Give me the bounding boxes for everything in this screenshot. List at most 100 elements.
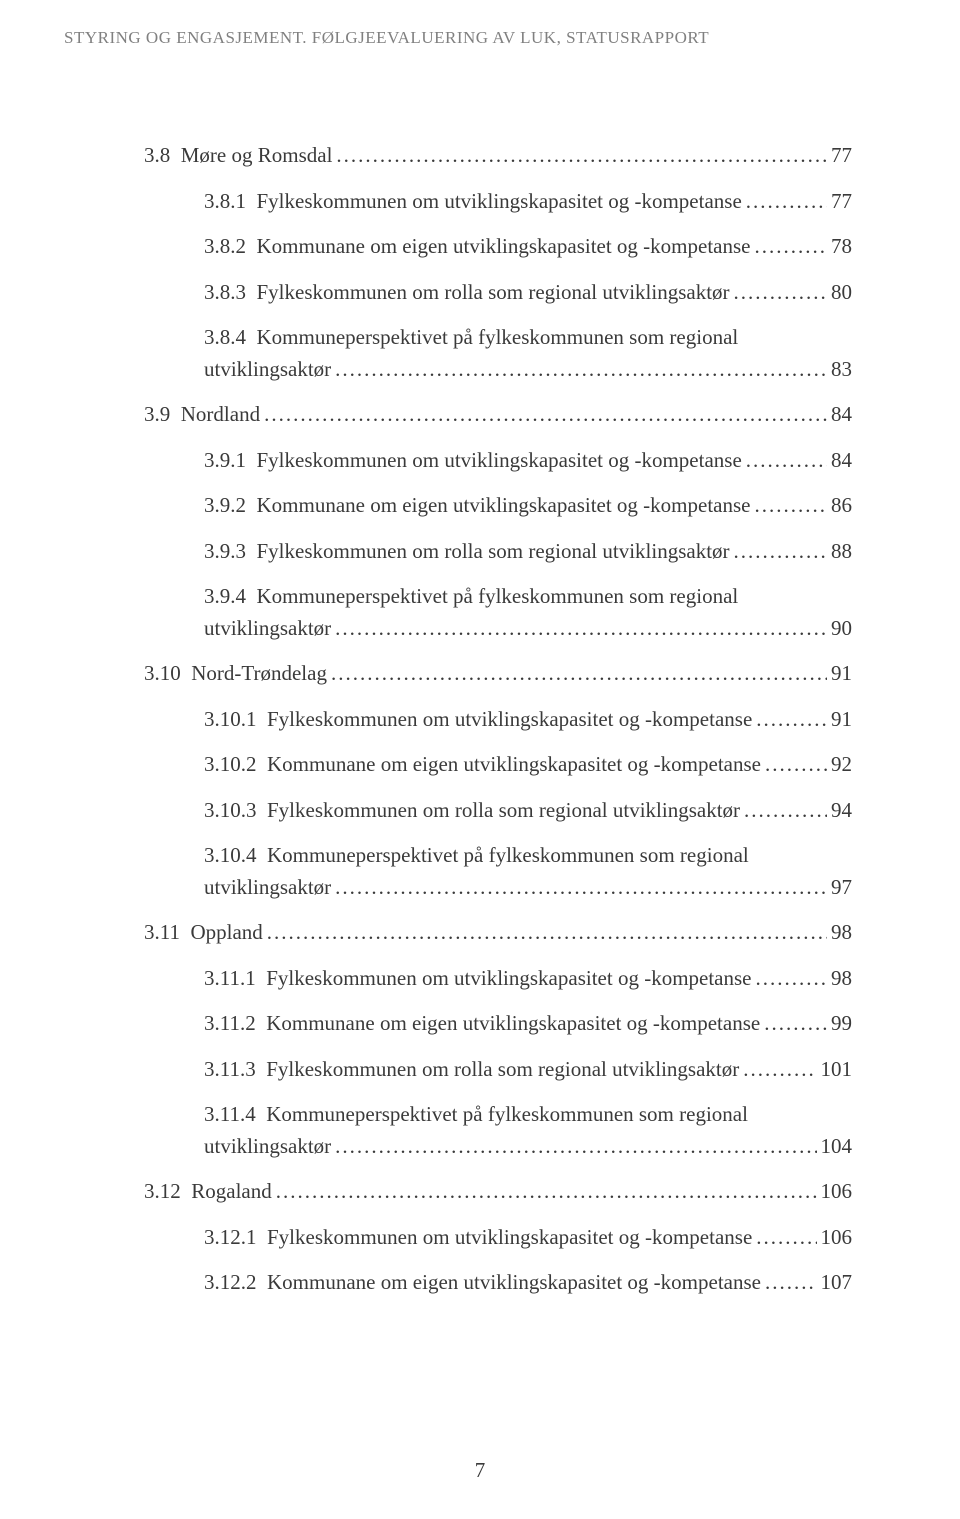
page-header: STYRING OG ENGASJEMENT. FØLGJEEVALUERING… [64, 28, 709, 48]
toc-entry: 3.8.4 Kommuneperspektivet på fylkeskommu… [204, 322, 852, 385]
toc-entry: 3.8.2 Kommunane om eigen utviklingskapas… [204, 231, 852, 263]
toc-leader-dots [335, 1131, 816, 1163]
toc-entry-page: 92 [831, 749, 852, 781]
toc-entry-page: 83 [831, 354, 852, 386]
toc-leader-dots [754, 231, 827, 263]
toc-entry-label: 3.12.1 Fylkeskommunen om utviklingskapas… [204, 1222, 752, 1254]
toc-entry: 3.11.2 Kommunane om eigen utviklingskapa… [204, 1008, 852, 1040]
toc-leader-dots [756, 963, 828, 995]
toc-leader-dots [746, 186, 827, 218]
toc-leader-dots [734, 536, 827, 568]
toc-entry-label: 3.8.4 Kommuneperspektivet på fylkeskommu… [204, 325, 738, 349]
toc-entry-page: 101 [821, 1054, 853, 1086]
toc-entry-line2: utviklingsaktør 104 [204, 1131, 852, 1163]
toc-entry-page: 106 [821, 1176, 853, 1208]
toc-entry-label: 3.9 Nordland [144, 399, 260, 431]
toc-entry: 3.9.3 Fylkeskommunen om rolla som region… [204, 536, 852, 568]
toc-entry-label: 3.9.4 Kommuneperspektivet på fylkeskommu… [204, 584, 738, 608]
toc-entry-label: 3.11.3 Fylkeskommunen om rolla som regio… [204, 1054, 739, 1086]
toc-leader-dots [744, 795, 827, 827]
toc-entry-label: 3.10 Nord-Trøndelag [144, 658, 327, 690]
toc-entry-page: 84 [831, 399, 852, 431]
toc-leader-dots [764, 1008, 827, 1040]
toc-entry: 3.11.1 Fylkeskommunen om utviklingskapas… [204, 963, 852, 995]
toc-entry-label: 3.9.3 Fylkeskommunen om rolla som region… [204, 536, 730, 568]
toc-leader-dots [756, 704, 827, 736]
toc-entry-line1: 3.8.4 Kommuneperspektivet på fylkeskommu… [204, 322, 852, 354]
toc-entry-label: utviklingsaktør [204, 872, 331, 904]
toc-entry: 3.10.3 Fylkeskommunen om rolla som regio… [204, 795, 852, 827]
toc-entry-page: 98 [831, 963, 852, 995]
toc-entry: 3.11.4 Kommuneperspektivet på fylkeskomm… [204, 1099, 852, 1162]
toc-entry-line1: 3.9.4 Kommuneperspektivet på fylkeskommu… [204, 581, 852, 613]
toc-entry-page: 91 [831, 658, 852, 690]
toc-entry: 3.10.1 Fylkeskommunen om utviklingskapas… [204, 704, 852, 736]
toc-entry-label: 3.8.2 Kommunane om eigen utviklingskapas… [204, 231, 750, 263]
toc-entry: 3.11.3 Fylkeskommunen om rolla som regio… [204, 1054, 852, 1086]
toc-entry-label: 3.9.1 Fylkeskommunen om utviklingskapasi… [204, 445, 742, 477]
toc-entry-page: 90 [831, 613, 852, 645]
toc-entry-page: 80 [831, 277, 852, 309]
toc-entry-page: 104 [821, 1131, 853, 1163]
toc-entry-label: 3.9.2 Kommunane om eigen utviklingskapas… [204, 490, 750, 522]
toc-entry-label: 3.10.2 Kommunane om eigen utviklingskapa… [204, 749, 761, 781]
toc-leader-dots [267, 917, 827, 949]
toc-entry-label: utviklingsaktør [204, 1131, 331, 1163]
toc-leader-dots [765, 1267, 817, 1299]
toc-leader-dots [743, 1054, 816, 1086]
toc-leader-dots [734, 277, 827, 309]
toc-entry-page: 98 [831, 917, 852, 949]
toc-entry-label: 3.10.1 Fylkeskommunen om utviklingskapas… [204, 704, 752, 736]
toc-entry-label: 3.11.4 Kommuneperspektivet på fylkeskomm… [204, 1102, 748, 1126]
toc-entry-page: 77 [831, 140, 852, 172]
toc-entry-label: 3.12 Rogaland [144, 1176, 272, 1208]
toc-entry: 3.8 Møre og Romsdal 77 [144, 140, 852, 172]
toc-entry: 3.12.2 Kommunane om eigen utviklingskapa… [204, 1267, 852, 1299]
toc-entry-line2: utviklingsaktør97 [204, 872, 852, 904]
toc-leader-dots [331, 658, 827, 690]
toc-entry-page: 84 [831, 445, 852, 477]
toc-entry-label: 3.8.3 Fylkeskommunen om rolla som region… [204, 277, 730, 309]
toc-entry-label: utviklingsaktør [204, 613, 331, 645]
toc-entry-line1: 3.10.4 Kommuneperspektivet på fylkeskomm… [204, 840, 852, 872]
toc-entry: 3.12.1 Fylkeskommunen om utviklingskapas… [204, 1222, 852, 1254]
toc-entry-page: 78 [831, 231, 852, 263]
toc-entry-page: 107 [821, 1267, 853, 1299]
toc-entry: 3.9.2 Kommunane om eigen utviklingskapas… [204, 490, 852, 522]
toc-entry: 3.9 Nordland 84 [144, 399, 852, 431]
toc-leader-dots [264, 399, 827, 431]
toc-entry-page: 88 [831, 536, 852, 568]
toc-entry: 3.8.1 Fylkeskommunen om utviklingskapasi… [204, 186, 852, 218]
toc-entry: 3.9.1 Fylkeskommunen om utviklingskapasi… [204, 445, 852, 477]
toc-entry-label: 3.11.1 Fylkeskommunen om utviklingskapas… [204, 963, 752, 995]
toc-entry: 3.8.3 Fylkeskommunen om rolla som region… [204, 277, 852, 309]
toc-entry-page: 91 [831, 704, 852, 736]
toc-entry-page: 77 [831, 186, 852, 218]
toc-entry-line2: utviklingsaktør 90 [204, 613, 852, 645]
toc-leader-dots [276, 1176, 817, 1208]
toc-leader-dots [754, 490, 827, 522]
toc-entry-line2: utviklingsaktør83 [204, 354, 852, 386]
toc-entry-label: 3.11 Oppland [144, 917, 263, 949]
toc-entry-label: 3.8.1 Fylkeskommunen om utviklingskapasi… [204, 186, 742, 218]
toc-entry-label: 3.10.4 Kommuneperspektivet på fylkeskomm… [204, 843, 749, 867]
toc-entry-page: 94 [831, 795, 852, 827]
toc-leader-dots [765, 749, 827, 781]
toc-leader-dots [335, 354, 827, 386]
toc-entry: 3.12 Rogaland 106 [144, 1176, 852, 1208]
toc-leader-dots [335, 872, 827, 904]
toc-entry-label: 3.10.3 Fylkeskommunen om rolla som regio… [204, 795, 740, 827]
toc-entry-label: 3.8 Møre og Romsdal [144, 140, 332, 172]
toc-leader-dots [336, 140, 827, 172]
page-number: 7 [475, 1458, 486, 1483]
toc-entry: 3.10.2 Kommunane om eigen utviklingskapa… [204, 749, 852, 781]
toc-entry-label: 3.12.2 Kommunane om eigen utviklingskapa… [204, 1267, 761, 1299]
toc-entry: 3.9.4 Kommuneperspektivet på fylkeskommu… [204, 581, 852, 644]
toc-entry-page: 86 [831, 490, 852, 522]
toc-entry-line1: 3.11.4 Kommuneperspektivet på fylkeskomm… [204, 1099, 852, 1131]
toc-entry-page: 99 [831, 1008, 852, 1040]
toc-entry: 3.10 Nord-Trøndelag 91 [144, 658, 852, 690]
toc-content: 3.8 Møre og Romsdal 77 3.8.1 Fylkeskommune… [144, 140, 852, 1313]
toc-leader-dots [756, 1222, 816, 1254]
toc-leader-dots [335, 613, 827, 645]
